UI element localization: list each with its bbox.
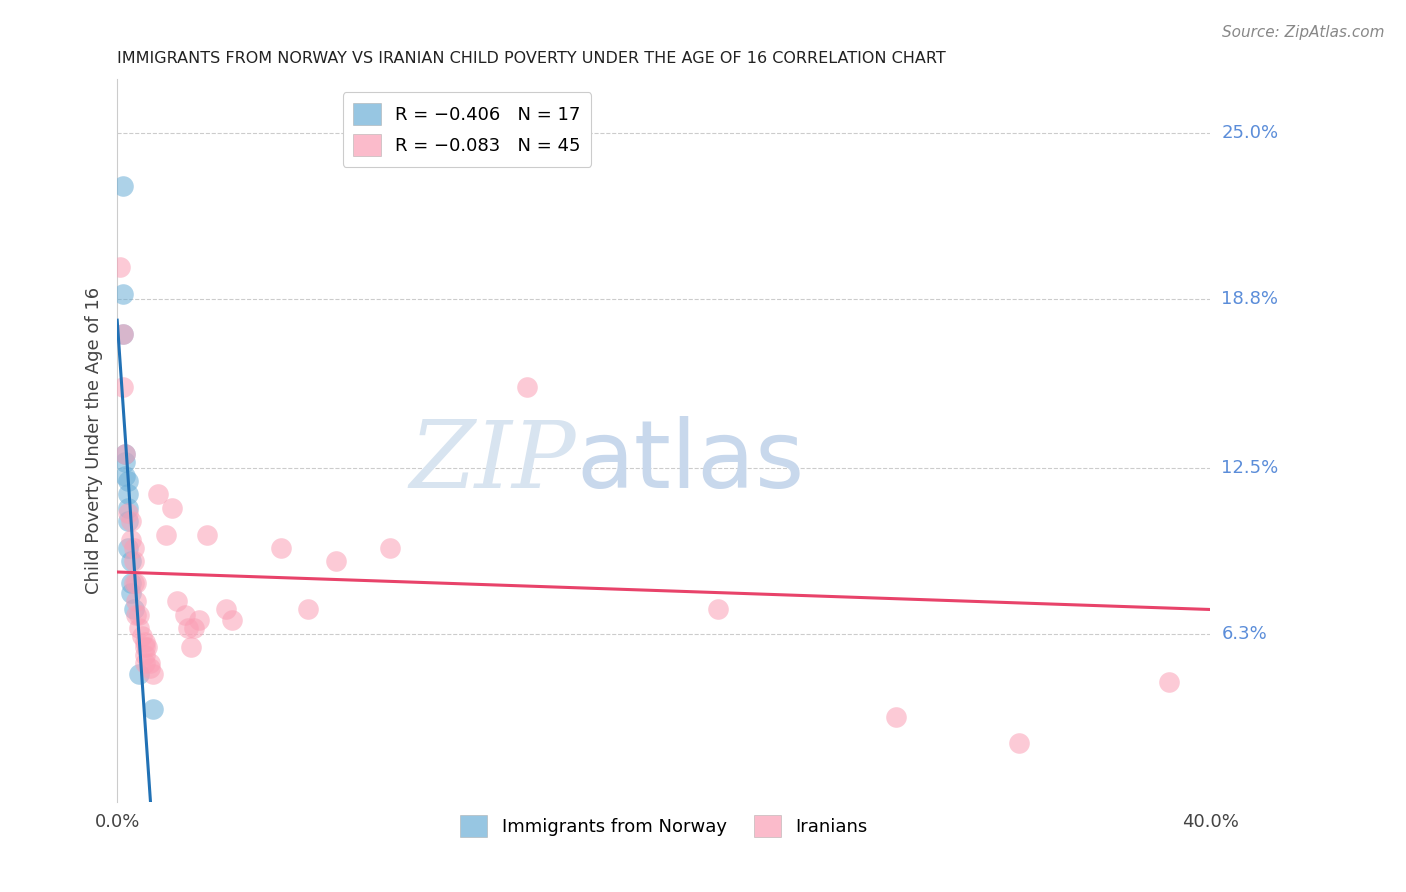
Point bbox=[117, 514, 139, 528]
Point bbox=[325, 554, 347, 568]
Point bbox=[195, 527, 218, 541]
Point bbox=[111, 286, 134, 301]
Point bbox=[177, 621, 200, 635]
Point bbox=[148, 487, 170, 501]
Point bbox=[270, 541, 292, 555]
Y-axis label: Child Poverty Under the Age of 16: Child Poverty Under the Age of 16 bbox=[86, 287, 103, 594]
Point bbox=[120, 586, 142, 600]
Point bbox=[707, 602, 730, 616]
Text: 12.5%: 12.5% bbox=[1222, 458, 1278, 476]
Point bbox=[117, 541, 139, 555]
Point bbox=[128, 666, 150, 681]
Text: Source: ZipAtlas.com: Source: ZipAtlas.com bbox=[1222, 25, 1385, 40]
Text: atlas: atlas bbox=[576, 417, 804, 508]
Point bbox=[134, 634, 156, 648]
Text: ZIP: ZIP bbox=[409, 417, 576, 508]
Text: IMMIGRANTS FROM NORWAY VS IRANIAN CHILD POVERTY UNDER THE AGE OF 16 CORRELATION : IMMIGRANTS FROM NORWAY VS IRANIAN CHILD … bbox=[117, 51, 946, 66]
Text: 18.8%: 18.8% bbox=[1222, 290, 1278, 308]
Point bbox=[134, 656, 156, 670]
Point bbox=[128, 607, 150, 622]
Point bbox=[142, 666, 165, 681]
Point bbox=[516, 380, 538, 394]
Point bbox=[111, 380, 134, 394]
Point bbox=[120, 514, 142, 528]
Point bbox=[120, 575, 142, 590]
Point bbox=[139, 656, 162, 670]
Point bbox=[128, 621, 150, 635]
Text: 25.0%: 25.0% bbox=[1222, 124, 1278, 142]
Point bbox=[111, 326, 134, 341]
Point bbox=[120, 533, 142, 547]
Point bbox=[142, 701, 165, 715]
Point bbox=[114, 447, 136, 461]
Point bbox=[221, 613, 243, 627]
Point bbox=[136, 640, 159, 654]
Point bbox=[297, 602, 319, 616]
Point bbox=[884, 709, 907, 723]
Point bbox=[139, 661, 162, 675]
Point bbox=[114, 447, 136, 461]
Point bbox=[125, 575, 148, 590]
Point bbox=[1008, 736, 1031, 750]
Point bbox=[114, 468, 136, 483]
Point bbox=[180, 640, 202, 654]
Point bbox=[117, 474, 139, 488]
Point bbox=[134, 648, 156, 662]
Point bbox=[155, 527, 177, 541]
Point bbox=[117, 500, 139, 515]
Point bbox=[111, 179, 134, 194]
Point bbox=[1159, 674, 1181, 689]
Text: 6.3%: 6.3% bbox=[1222, 624, 1267, 642]
Point bbox=[117, 487, 139, 501]
Point bbox=[215, 602, 238, 616]
Point bbox=[174, 607, 197, 622]
Point bbox=[131, 629, 153, 643]
Point bbox=[122, 541, 145, 555]
Point bbox=[134, 640, 156, 654]
Point bbox=[380, 541, 402, 555]
Point bbox=[188, 613, 211, 627]
Point bbox=[108, 260, 131, 274]
Point bbox=[117, 506, 139, 520]
Point bbox=[120, 554, 142, 568]
Point bbox=[122, 575, 145, 590]
Point bbox=[183, 621, 205, 635]
Point bbox=[122, 602, 145, 616]
Point bbox=[125, 594, 148, 608]
Point bbox=[122, 554, 145, 568]
Point bbox=[160, 500, 183, 515]
Point bbox=[111, 326, 134, 341]
Legend: Immigrants from Norway, Iranians: Immigrants from Norway, Iranians bbox=[453, 807, 875, 844]
Point bbox=[166, 594, 188, 608]
Point bbox=[125, 607, 148, 622]
Point bbox=[114, 455, 136, 469]
